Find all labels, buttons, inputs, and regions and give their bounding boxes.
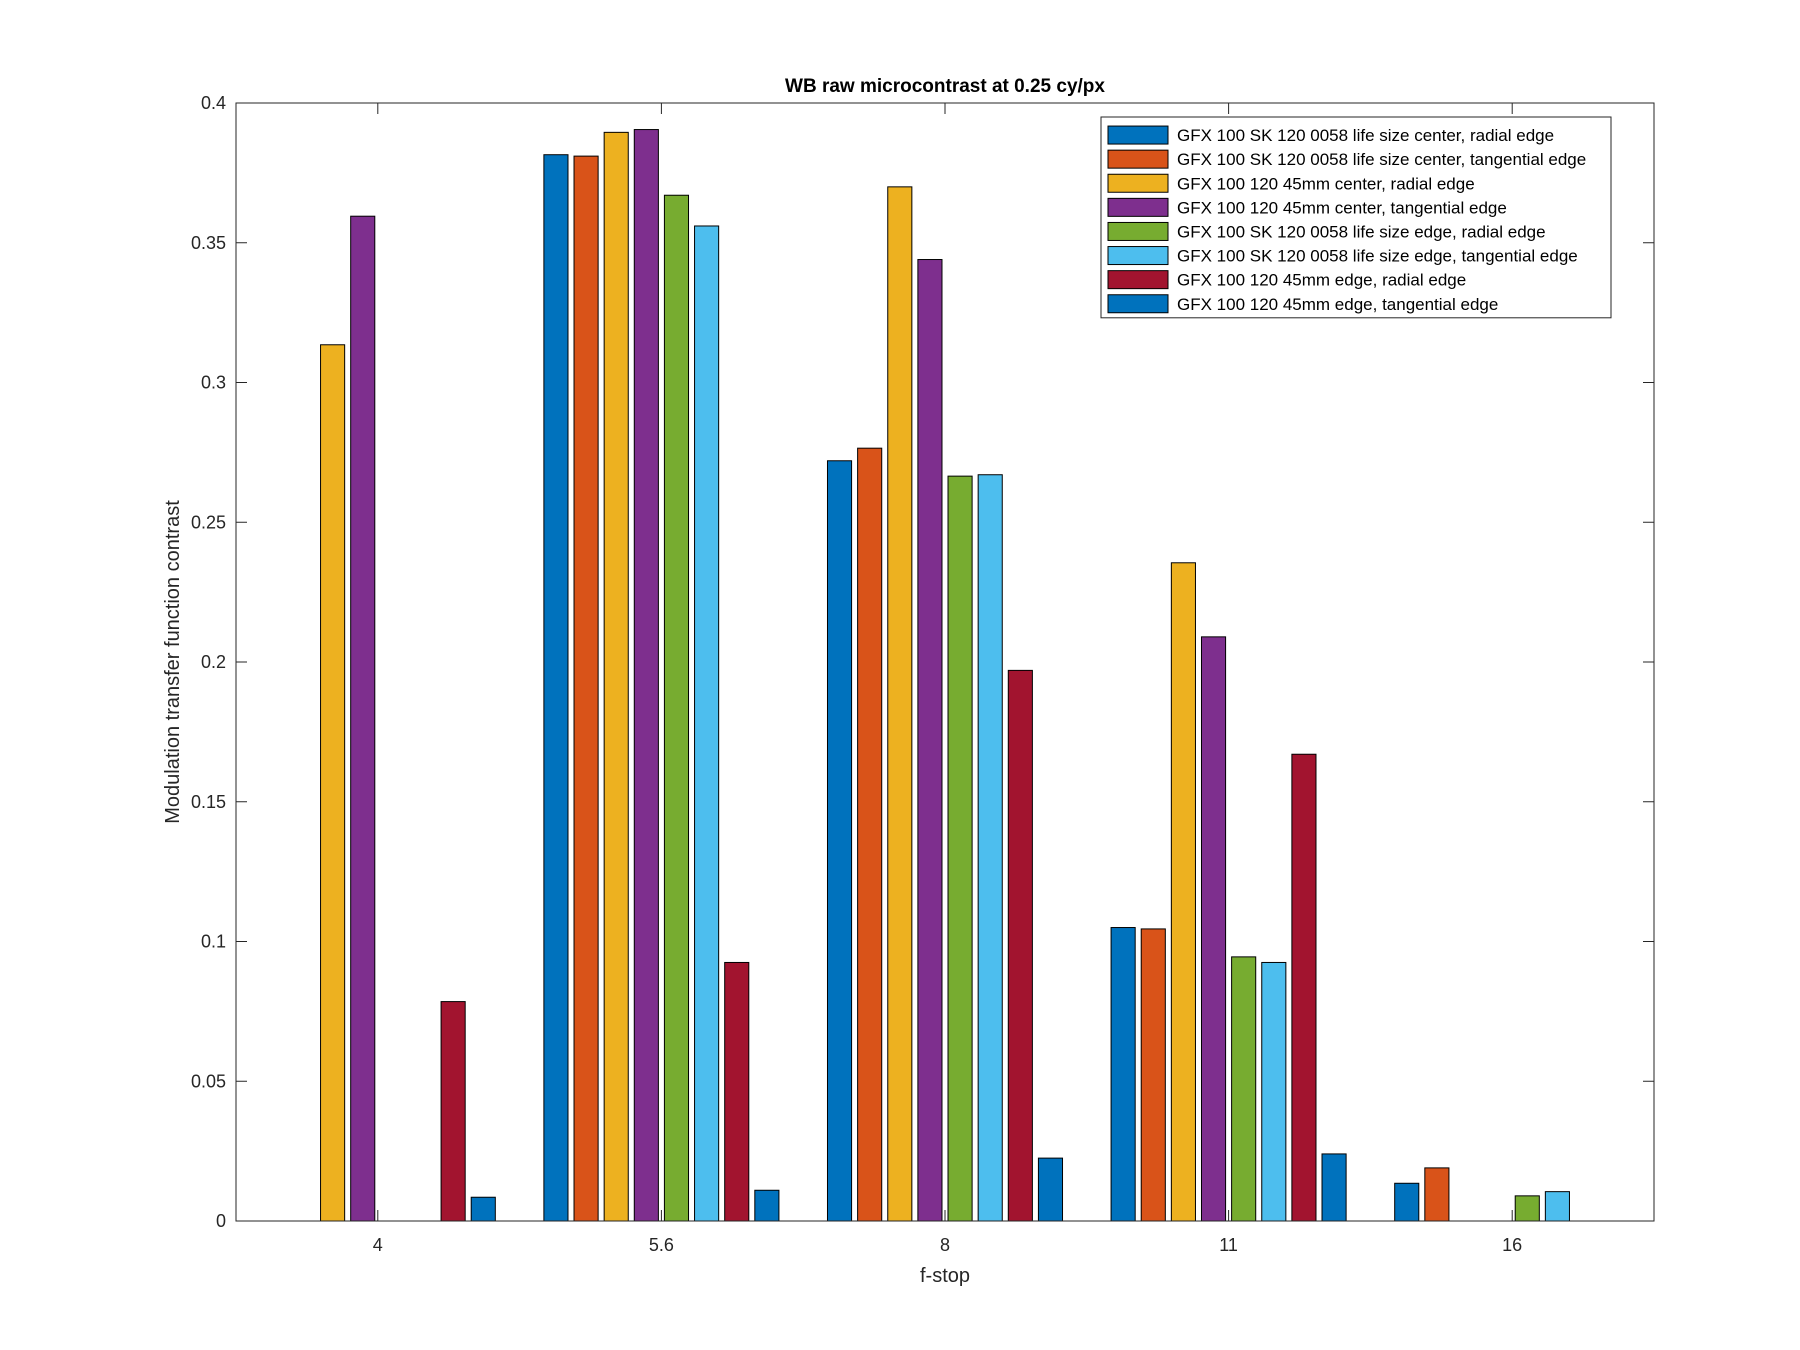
bar-s4-f5.6 (633, 129, 659, 1222)
x-tick-label: 8 (940, 1235, 950, 1255)
axes-box (235, 102, 1655, 1222)
legend-swatch (1107, 149, 1169, 169)
bar-s6-f16 (1544, 1191, 1570, 1222)
bar-s4-f11 (1200, 636, 1227, 1222)
legend-entry-label: GFX 100 120 45mm edge, tangential edge (1177, 295, 1498, 314)
bar-s7-f5.6 (724, 961, 750, 1222)
bar-s1-f5.6 (543, 154, 569, 1222)
bar-s7-f11 (1291, 753, 1317, 1222)
x-tick-label: 4 (373, 1235, 383, 1255)
legend-entry-label: GFX 100 120 45mm center, tangential edge (1177, 198, 1507, 217)
bar-s7-f4 (440, 1001, 466, 1222)
bar-s5-f5.6 (663, 194, 690, 1222)
y-tick-label: 0.05 (191, 1071, 226, 1091)
legend: GFX 100 SK 120 0058 life size center, ra… (1100, 116, 1612, 319)
x-tick-label: 16 (1502, 1235, 1522, 1255)
bar-s1-f16 (1394, 1182, 1420, 1222)
y-tick-label: 0.1 (201, 932, 226, 952)
bar-s8-f11 (1321, 1153, 1347, 1222)
legend-entry-label: GFX 100 SK 120 0058 life size edge, radi… (1177, 222, 1546, 241)
bar-s3-f8 (887, 186, 913, 1222)
legend-entry-label: GFX 100 120 45mm edge, radial edge (1177, 271, 1466, 290)
legend-entry-label: GFX 100 SK 120 0058 life size edge, tang… (1177, 247, 1578, 266)
y-tick-label: 0.35 (191, 233, 226, 253)
bar-s5-f11 (1231, 956, 1257, 1222)
y-tick-label: 0 (216, 1211, 226, 1231)
bar-s5-f16 (1514, 1195, 1540, 1222)
bar-s2-f5.6 (573, 155, 599, 1222)
legend-entry-label: GFX 100 SK 120 0058 life size center, ta… (1177, 150, 1586, 169)
x-axis-label: f-stop (920, 1265, 970, 1287)
y-tick-label: 0.25 (191, 512, 226, 532)
bar-s2-f16 (1424, 1167, 1450, 1222)
y-tick-label: 0.3 (201, 373, 226, 393)
legend-entry-label: GFX 100 120 45mm center, radial edge (1177, 174, 1475, 193)
bar-s3-f4 (320, 344, 346, 1222)
bar-s5-f8 (947, 475, 973, 1222)
bar-s8-f4 (470, 1196, 496, 1222)
legend-swatch (1107, 246, 1169, 266)
bar-s6-f5.6 (694, 225, 720, 1222)
bar-s4-f8 (917, 259, 943, 1222)
bar-s6-f11 (1261, 961, 1287, 1222)
x-tick-label: 11 (1219, 1235, 1238, 1255)
legend-box (1100, 116, 1612, 319)
bar-s1-f8 (826, 460, 853, 1222)
bar-s8-f8 (1037, 1157, 1064, 1222)
legend-swatch (1107, 197, 1169, 217)
chart-title: WB raw microcontrast at 0.25 cy/px (785, 76, 1105, 97)
bar-s7-f8 (1007, 669, 1033, 1222)
bar-s3-f5.6 (603, 131, 629, 1222)
bar-s3-f11 (1170, 562, 1196, 1222)
y-axis-label: Modulation transfer function contrast (162, 500, 184, 824)
legend-entry-label: GFX 100 SK 120 0058 life size center, ra… (1177, 126, 1554, 145)
legend-swatch (1107, 221, 1169, 241)
bar-s8-f5.6 (754, 1189, 780, 1222)
bars-layer (320, 129, 1570, 1222)
ticks-layer: 4 5.6 8 11 16 0 0.05 0.1 0.15 0.2 0.25 0.3 0.35 0.4 (191, 93, 1654, 1255)
bar-s2-f11 (1140, 928, 1166, 1222)
legend-swatch (1107, 294, 1169, 314)
y-tick-label: 0.2 (201, 652, 226, 672)
bar-s6-f8 (977, 474, 1003, 1222)
bar-s4-f4 (350, 215, 376, 1222)
y-tick-label: 0.4 (201, 93, 226, 113)
legend-swatch (1107, 173, 1169, 193)
y-tick-label: 0.15 (191, 792, 226, 812)
legend-swatch (1107, 125, 1169, 145)
bar-s2-f8 (857, 447, 883, 1222)
legend-swatch (1107, 270, 1169, 290)
bar-s1-f11 (1110, 927, 1136, 1222)
x-tick-label: 5.6 (649, 1235, 674, 1255)
